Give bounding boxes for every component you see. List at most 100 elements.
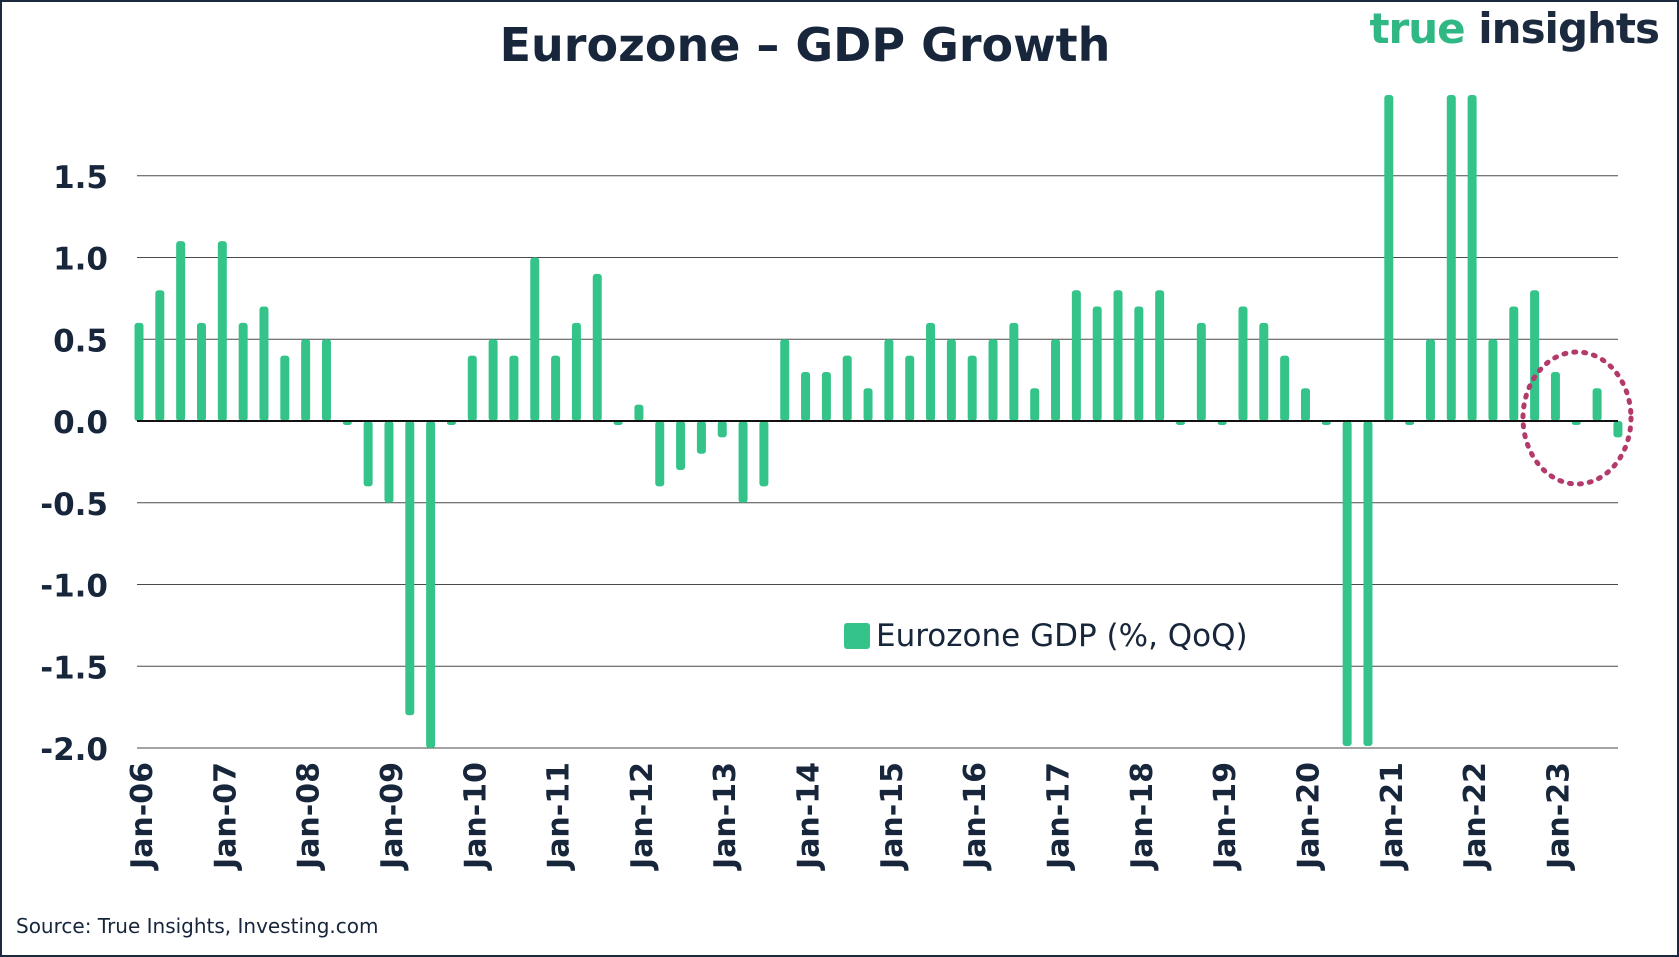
bar (176, 241, 186, 421)
x-tick-label: Jan-06 (125, 762, 160, 871)
y-tick-label: 1.5 (53, 160, 108, 196)
bar (1030, 388, 1040, 421)
x-tick-label: Jan-09 (375, 762, 410, 871)
y-tick-label: -2.0 (40, 732, 108, 768)
bar (801, 371, 811, 421)
bar (1092, 306, 1102, 421)
bar (1155, 290, 1165, 421)
bar (842, 355, 852, 421)
x-tick-label: Jan-21 (1375, 762, 1410, 871)
bar (134, 322, 144, 421)
bars (134, 95, 1623, 748)
bar (1592, 388, 1602, 421)
bar (676, 421, 686, 471)
bar (1196, 322, 1206, 421)
bar (1342, 421, 1352, 746)
x-tick-label: Jan-07 (208, 762, 243, 871)
y-tick-label: -0.5 (40, 487, 108, 523)
bar (1446, 95, 1456, 421)
bar (946, 339, 956, 421)
bar (217, 241, 227, 421)
x-tick-labels: Jan-06 Jan-07 Jan-08 Jan-09 Jan-10 Jan-11 Jan-… (125, 762, 1576, 871)
x-tick-label: Jan-14 (792, 762, 827, 871)
bar (905, 355, 915, 421)
bar (1613, 421, 1623, 438)
bar (1425, 339, 1435, 421)
bar (1071, 290, 1081, 421)
brand-logo-part2: insights (1478, 4, 1660, 53)
bar (196, 322, 206, 421)
y-tick-label: -1.5 (40, 650, 108, 686)
x-tick-label: Jan-13 (708, 762, 743, 871)
legend-label: Eurozone GDP (%, QoQ) (876, 618, 1248, 654)
x-tick-label: Jan-11 (542, 762, 577, 871)
source-note: Source: True Insights, Investing.com (16, 914, 379, 938)
bar (1467, 95, 1477, 421)
bar (426, 421, 436, 748)
bar (530, 257, 540, 421)
x-tick-label: Jan-19 (1208, 762, 1243, 871)
bar (238, 322, 248, 421)
y-tick-labels: -2.0 -1.5 -1.0 -0.5 0.0 0.5 1.0 1.5 (40, 160, 108, 768)
bar (759, 421, 769, 487)
bar (405, 421, 415, 716)
x-tick-label: Jan-15 (875, 762, 910, 871)
x-tick-label: Jan-12 (625, 762, 660, 871)
bar (1530, 290, 1540, 421)
bar (967, 355, 977, 421)
bar (384, 421, 394, 503)
bar (738, 421, 748, 503)
chart-title: Eurozone – GDP Growth (499, 18, 1111, 72)
legend: Eurozone GDP (%, QoQ) (844, 618, 1248, 654)
y-tick-label: 1.0 (53, 242, 108, 278)
bar (1550, 371, 1560, 421)
y-tick-label: 0.5 (53, 323, 108, 359)
bar (467, 355, 477, 421)
brand-logo-part1: true (1369, 4, 1465, 53)
bar (696, 421, 706, 454)
bar (321, 339, 331, 421)
bar (1259, 322, 1269, 421)
bar (571, 322, 581, 421)
bar (1238, 306, 1248, 421)
bar (301, 339, 311, 421)
bar (821, 371, 831, 421)
grid-lines (137, 175, 1618, 749)
bar (926, 322, 936, 421)
bar (884, 339, 894, 421)
bar (1300, 388, 1310, 421)
bar (509, 355, 519, 421)
bar (1134, 306, 1144, 421)
y-tick-label: -1.0 (40, 569, 108, 605)
x-tick-label: Jan-10 (458, 762, 493, 871)
x-tick-label: Jan-20 (1291, 762, 1326, 871)
bar (988, 339, 998, 421)
bar (259, 306, 269, 421)
bar (592, 273, 602, 421)
bar (863, 388, 873, 421)
bar (1488, 339, 1498, 421)
bar (780, 339, 790, 421)
x-tick-label: Jan-18 (1125, 762, 1160, 871)
bar (1009, 322, 1019, 421)
bar (1280, 355, 1290, 421)
y-tick-label: 0.0 (53, 405, 108, 441)
x-tick-label: Jan-23 (1541, 762, 1576, 871)
bar (1113, 290, 1123, 421)
bar (655, 421, 665, 487)
bar (155, 290, 165, 421)
legend-swatch (844, 623, 870, 649)
brand-logo: true insights (1369, 4, 1660, 53)
bar (363, 421, 373, 487)
bar (1051, 339, 1061, 421)
x-tick-label: Jan-16 (958, 762, 993, 871)
bar (488, 339, 498, 421)
bar (551, 355, 561, 421)
x-tick-label: Jan-17 (1042, 762, 1077, 871)
bar (1384, 95, 1394, 421)
bar (1363, 421, 1373, 746)
bar (1509, 306, 1519, 421)
bar (634, 404, 644, 421)
bar (717, 421, 727, 438)
